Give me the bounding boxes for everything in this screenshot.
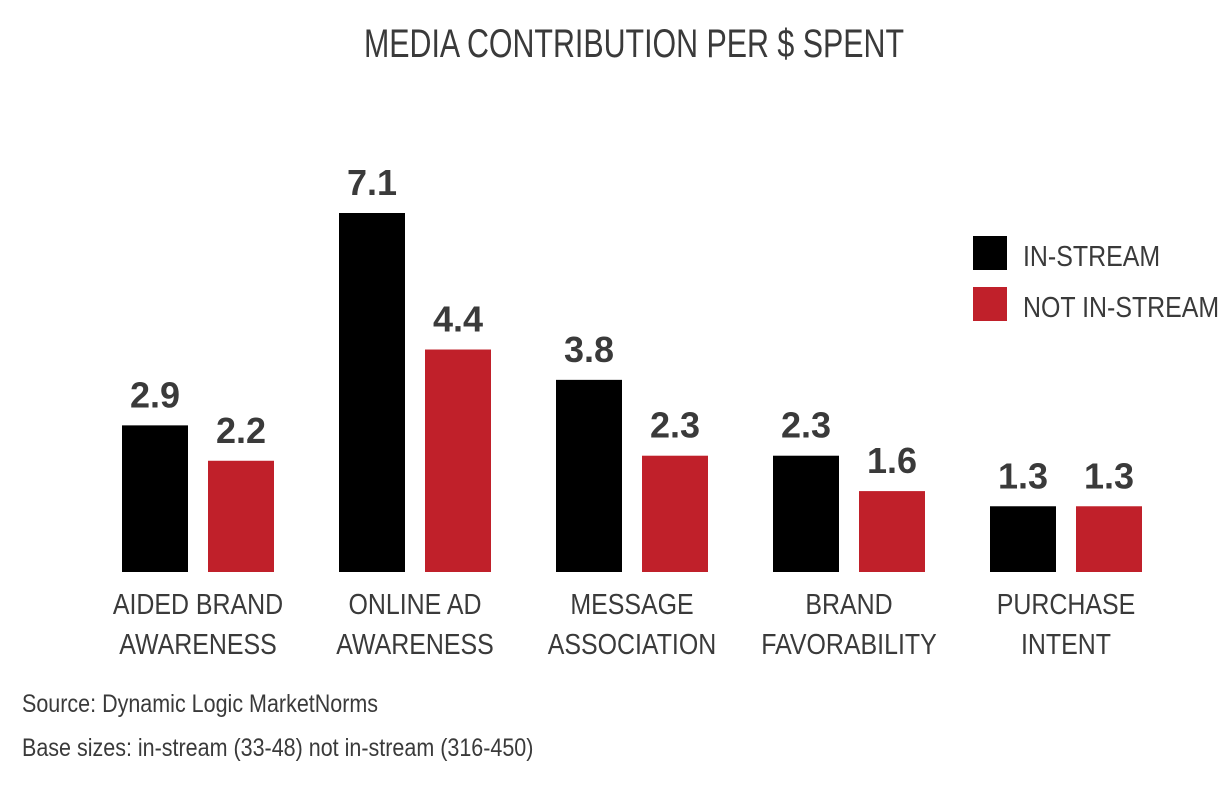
legend: IN-STREAM NOT IN-STREAM bbox=[973, 236, 1219, 323]
chart-title: MEDIA CONTRIBUTION PER $ SPENT bbox=[364, 22, 904, 66]
category-label-2-line-1: ONLINE AD bbox=[349, 588, 482, 620]
bar-not-in-stream-4 bbox=[859, 491, 925, 572]
value-label-not-in-stream-5: 1.3 bbox=[1084, 455, 1134, 496]
value-label-not-in-stream-1: 2.2 bbox=[216, 410, 266, 451]
value-label-in-stream-3: 3.8 bbox=[564, 329, 614, 370]
value-label-in-stream-4: 2.3 bbox=[781, 405, 831, 446]
category-label-3-line-1: MESSAGE bbox=[570, 588, 693, 620]
legend-swatch-not-in-stream bbox=[973, 287, 1007, 321]
category-label-2-line-2: AWARENESS bbox=[336, 628, 493, 660]
bar-not-in-stream-3 bbox=[642, 455, 708, 572]
legend-label-in-stream: IN-STREAM bbox=[1023, 240, 1160, 272]
category-label-4-line-1: BRAND bbox=[805, 588, 892, 620]
base-sizes-note: Base sizes: in-stream (33-48) not in-str… bbox=[22, 734, 534, 762]
category-label-5-line-1: PURCHASE bbox=[997, 588, 1136, 620]
value-label-in-stream-1: 2.9 bbox=[130, 374, 180, 415]
value-label-not-in-stream-3: 2.3 bbox=[650, 405, 700, 446]
legend-label-not-in-stream: NOT IN-STREAM bbox=[1023, 291, 1219, 323]
category-labels: AIDED BRAND AWARENESS ONLINE AD AWARENESS ME… bbox=[113, 588, 1135, 660]
value-label-not-in-stream-4: 1.6 bbox=[867, 440, 917, 481]
value-labels: 2.9 7.1 3.8 2.3 1.3 2.2 4.4 2.3 1.6 1.3 bbox=[130, 162, 1134, 496]
source-note: Source: Dynamic Logic MarketNorms bbox=[22, 690, 379, 718]
category-label-4-line-2: FAVORABILITY bbox=[761, 628, 936, 660]
value-label-in-stream-5: 1.3 bbox=[998, 455, 1048, 496]
legend-swatch-in-stream bbox=[973, 236, 1007, 270]
category-label-1-line-1: AIDED BRAND bbox=[113, 588, 283, 620]
bar-in-stream-1 bbox=[122, 425, 188, 572]
bar-in-stream-5 bbox=[990, 506, 1056, 572]
value-label-in-stream-2: 7.1 bbox=[347, 162, 397, 203]
category-label-1-line-2: AWARENESS bbox=[119, 628, 276, 660]
bar-not-in-stream-2 bbox=[425, 349, 491, 572]
bar-in-stream-4 bbox=[773, 455, 839, 572]
category-label-3-line-2: ASSOCIATION bbox=[548, 628, 717, 660]
bar-not-in-stream-1 bbox=[208, 460, 274, 572]
value-label-not-in-stream-2: 4.4 bbox=[433, 299, 483, 340]
bar-not-in-stream-5 bbox=[1076, 506, 1142, 572]
category-label-5-line-2: INTENT bbox=[1021, 628, 1111, 660]
bar-in-stream-3 bbox=[556, 379, 622, 572]
bars-layer bbox=[122, 213, 1142, 572]
bar-in-stream-2 bbox=[339, 213, 405, 572]
